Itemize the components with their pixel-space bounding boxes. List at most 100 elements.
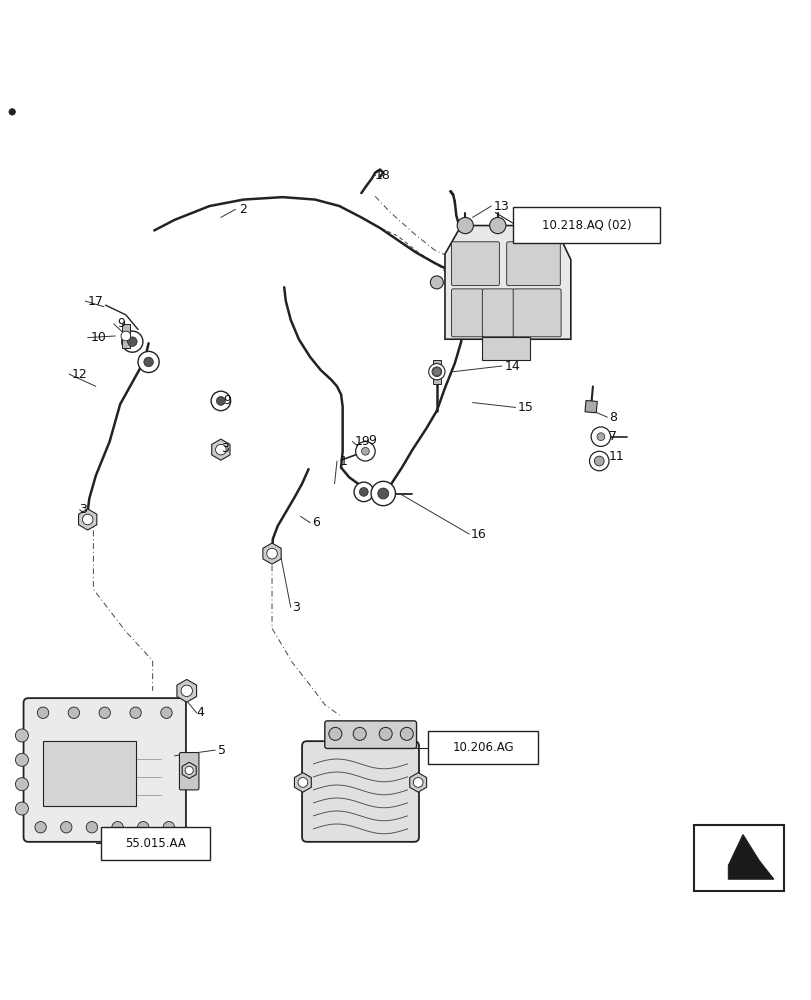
- Circle shape: [9, 109, 15, 115]
- Text: 55.015.AA: 55.015.AA: [126, 837, 186, 850]
- Circle shape: [590, 427, 610, 446]
- Circle shape: [68, 707, 79, 718]
- FancyBboxPatch shape: [451, 242, 499, 286]
- Circle shape: [86, 822, 97, 833]
- Text: 15: 15: [517, 401, 534, 414]
- Circle shape: [137, 822, 148, 833]
- Circle shape: [596, 433, 604, 441]
- Polygon shape: [79, 509, 97, 530]
- Circle shape: [328, 727, 341, 740]
- Text: 13: 13: [493, 200, 508, 213]
- Circle shape: [122, 331, 143, 352]
- Polygon shape: [263, 543, 281, 564]
- Polygon shape: [212, 439, 230, 460]
- Text: 3: 3: [221, 442, 229, 455]
- Circle shape: [185, 766, 193, 774]
- Circle shape: [217, 397, 225, 405]
- Circle shape: [377, 488, 388, 499]
- FancyBboxPatch shape: [506, 242, 560, 286]
- Circle shape: [489, 217, 505, 234]
- Circle shape: [354, 482, 373, 502]
- Bar: [693, 825, 783, 891]
- Text: 17: 17: [88, 295, 104, 308]
- Circle shape: [163, 822, 174, 833]
- Text: 4: 4: [196, 706, 204, 719]
- Circle shape: [138, 351, 159, 373]
- Text: 6: 6: [312, 516, 320, 529]
- Circle shape: [266, 548, 277, 559]
- Text: 9: 9: [367, 434, 375, 447]
- FancyBboxPatch shape: [513, 289, 560, 337]
- Text: 8: 8: [608, 411, 616, 424]
- Circle shape: [15, 729, 28, 742]
- Bar: [43, 741, 136, 806]
- Circle shape: [15, 753, 28, 766]
- Circle shape: [361, 447, 369, 455]
- Circle shape: [355, 442, 375, 461]
- Text: 2: 2: [239, 203, 247, 216]
- Text: 10.218.AQ (02): 10.218.AQ (02): [541, 218, 631, 231]
- Text: 3: 3: [292, 601, 300, 614]
- Circle shape: [127, 337, 137, 346]
- Circle shape: [353, 727, 366, 740]
- Polygon shape: [410, 773, 426, 792]
- Circle shape: [432, 368, 440, 376]
- Polygon shape: [444, 226, 570, 339]
- Circle shape: [216, 444, 225, 455]
- Text: 12: 12: [71, 368, 87, 381]
- FancyBboxPatch shape: [24, 698, 186, 842]
- Circle shape: [112, 822, 123, 833]
- Text: 10: 10: [91, 331, 107, 344]
- Circle shape: [359, 487, 367, 496]
- Text: 10.206.AG: 10.206.AG: [452, 741, 513, 754]
- Circle shape: [457, 217, 473, 234]
- Text: 16: 16: [470, 528, 486, 541]
- FancyBboxPatch shape: [101, 827, 210, 860]
- Text: 18: 18: [375, 169, 391, 182]
- Circle shape: [371, 481, 395, 506]
- FancyBboxPatch shape: [324, 721, 416, 748]
- Text: 1: 1: [339, 455, 347, 468]
- Text: 5: 5: [217, 744, 225, 757]
- Text: 9: 9: [118, 317, 126, 330]
- FancyBboxPatch shape: [302, 741, 418, 842]
- Circle shape: [589, 451, 608, 471]
- Circle shape: [400, 727, 413, 740]
- Polygon shape: [727, 835, 773, 879]
- Circle shape: [83, 514, 92, 525]
- Circle shape: [211, 391, 230, 411]
- Circle shape: [431, 367, 441, 377]
- Text: 11: 11: [608, 450, 624, 463]
- Circle shape: [121, 331, 131, 341]
- FancyBboxPatch shape: [513, 207, 659, 243]
- FancyBboxPatch shape: [451, 289, 483, 337]
- Circle shape: [428, 364, 444, 380]
- Text: 14: 14: [504, 360, 520, 373]
- Polygon shape: [177, 679, 196, 702]
- Polygon shape: [584, 400, 597, 413]
- Text: 3: 3: [79, 503, 88, 516]
- Circle shape: [37, 707, 49, 718]
- Text: 9: 9: [223, 394, 231, 407]
- Circle shape: [530, 217, 546, 234]
- Bar: [432, 360, 440, 384]
- Text: 19: 19: [354, 435, 370, 448]
- Circle shape: [15, 802, 28, 815]
- Circle shape: [144, 357, 153, 367]
- Bar: [481, 337, 530, 360]
- Polygon shape: [182, 762, 196, 779]
- Circle shape: [130, 707, 141, 718]
- Circle shape: [99, 707, 110, 718]
- Polygon shape: [294, 773, 311, 792]
- Circle shape: [298, 778, 307, 787]
- Circle shape: [379, 727, 392, 740]
- Circle shape: [61, 822, 72, 833]
- Bar: [122, 324, 130, 348]
- Circle shape: [430, 276, 443, 289]
- Circle shape: [161, 707, 172, 718]
- FancyBboxPatch shape: [482, 289, 513, 337]
- Circle shape: [594, 456, 603, 466]
- Text: 7: 7: [608, 430, 616, 443]
- Circle shape: [181, 685, 192, 697]
- Circle shape: [413, 778, 423, 787]
